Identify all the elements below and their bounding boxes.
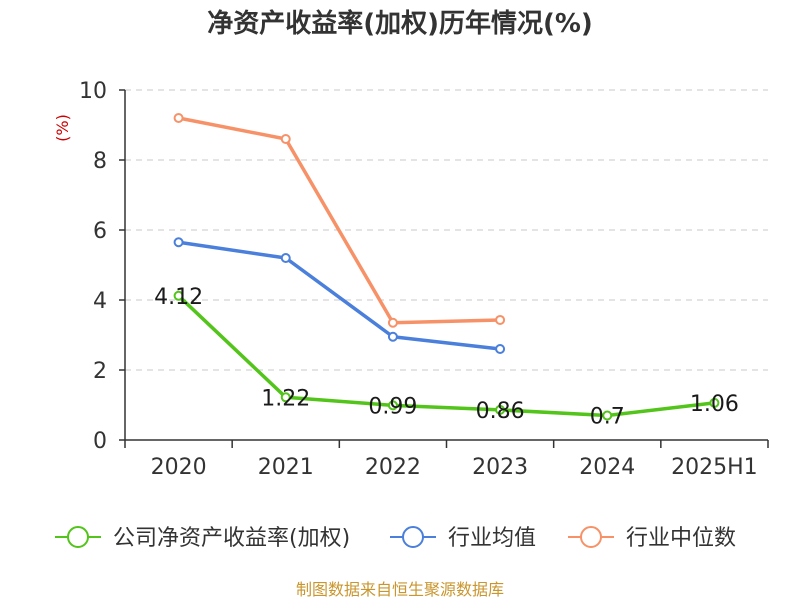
series-layer	[173, 113, 720, 421]
series-line	[176, 240, 502, 351]
data-labels: 4.12 1.22 0.99 0.86 0.7 1.06	[154, 285, 739, 430]
x-tick-label: 2021	[258, 455, 314, 480]
y-tick-label: 10	[79, 79, 107, 104]
legend-swatch-marker	[402, 526, 424, 548]
legend-swatch-marker	[67, 526, 89, 548]
x-tick-label: 2024	[579, 455, 635, 480]
data-point	[709, 397, 720, 408]
y-axis-unit: (%)	[53, 114, 72, 142]
data-label: 0.7	[590, 405, 625, 430]
legend-label: 行业均值	[448, 526, 536, 551]
legend-item: 公司净资产收益率(加权)	[55, 526, 350, 551]
x-tick-label: 2020	[151, 455, 207, 480]
data-point	[173, 290, 184, 301]
series-2	[173, 113, 506, 328]
data-point	[495, 314, 506, 325]
y-tick-label: 8	[93, 149, 107, 174]
data-point	[387, 317, 398, 328]
data-label: 1.06	[690, 392, 739, 417]
data-point	[495, 404, 506, 415]
data-point	[387, 400, 398, 411]
source-text: 制图数据来自恒生聚源数据库	[296, 580, 504, 599]
data-point	[602, 410, 613, 421]
data-point	[280, 253, 291, 263]
chart-title: 净资产收益率(加权)历年情况(%)	[207, 8, 593, 39]
series-1	[173, 237, 506, 354]
y-tick-label: 4	[93, 289, 107, 314]
y-tick-label: 0	[93, 429, 107, 454]
x-tick-label: 2025H1	[671, 455, 758, 480]
legend-item: 行业均值	[390, 526, 536, 551]
data-point	[495, 344, 506, 354]
data-point	[280, 134, 291, 144]
legend-item: 行业中位数	[568, 526, 736, 551]
data-label: 0.99	[368, 394, 417, 419]
series-0	[173, 290, 720, 421]
legend-label: 行业中位数	[626, 526, 736, 551]
series-line	[176, 294, 717, 418]
data-label: 0.86	[476, 399, 525, 424]
axes: 0 2 4 6 8 10 2020 2021 2022 2023 2024 2025H1	[79, 79, 769, 480]
legend: 公司净资产收益率(加权) 行业均值 行业中位数	[55, 526, 736, 551]
data-label: 4.12	[154, 285, 203, 310]
data-label: 1.22	[261, 386, 310, 411]
data-point	[173, 237, 184, 248]
legend-label: 公司净资产收益率(加权)	[113, 526, 350, 551]
series-line	[176, 116, 502, 325]
data-point	[387, 331, 398, 342]
y-tick-label: 6	[93, 219, 107, 244]
grid	[125, 89, 768, 371]
y-tick-label: 2	[93, 359, 107, 384]
x-tick-label: 2022	[365, 455, 421, 480]
data-point	[173, 113, 184, 123]
data-point	[280, 392, 291, 403]
x-tick-label: 2023	[472, 455, 528, 480]
legend-swatch-marker	[580, 526, 602, 548]
